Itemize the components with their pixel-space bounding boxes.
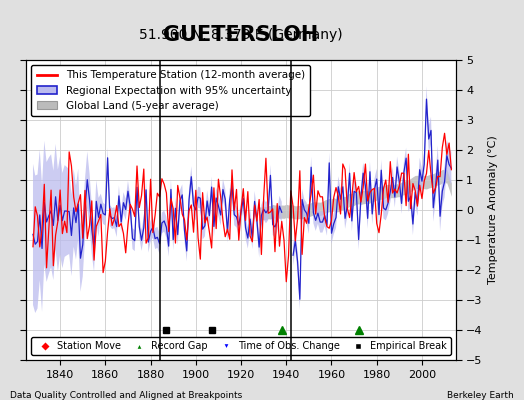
Text: Data Quality Controlled and Aligned at Breakpoints: Data Quality Controlled and Aligned at B… [10,391,243,400]
Text: 51.900 N, 8.373 E (Germany): 51.900 N, 8.373 E (Germany) [139,28,343,42]
Text: Berkeley Earth: Berkeley Earth [447,391,514,400]
Legend: Station Move, Record Gap, Time of Obs. Change, Empirical Break: Station Move, Record Gap, Time of Obs. C… [31,337,451,355]
Title: GUETERSLOH: GUETERSLOH [163,24,319,44]
Y-axis label: Temperature Anomaly (°C): Temperature Anomaly (°C) [488,136,498,284]
